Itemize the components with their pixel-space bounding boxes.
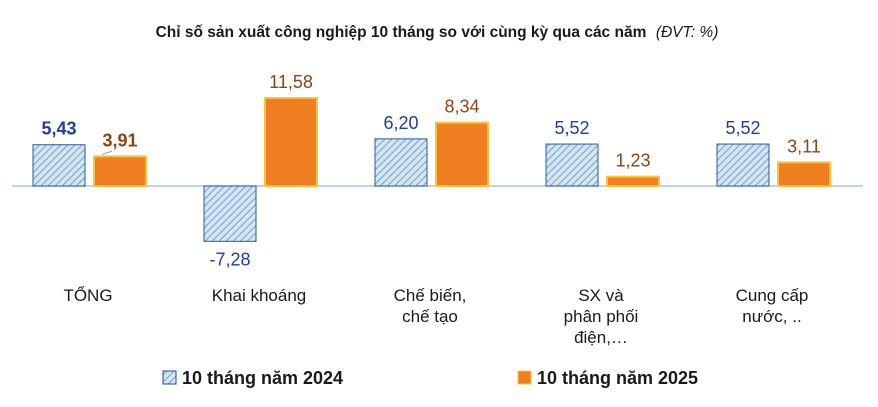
value-label-s1-1: -7,28 (209, 249, 250, 269)
bar-s1-3 (545, 143, 599, 187)
value-label-s1-3: 5,52 (554, 118, 589, 138)
value-label-s1-4: 5,52 (725, 118, 760, 138)
bar-s1-0 (32, 144, 86, 187)
category-label-1: Khai khoáng (212, 286, 307, 305)
value-label-s2-4: 3,11 (787, 136, 821, 156)
legend: 10 tháng năm 2024 10 tháng năm 2025 (162, 368, 698, 388)
value-label-s2-1: 11,58 (269, 72, 313, 92)
legend-label-2025: 10 tháng năm 2025 (537, 368, 698, 388)
bar-s1-1 (203, 185, 257, 242)
value-label-s1-2: 6,20 (383, 113, 418, 133)
bar-group (32, 96, 831, 242)
category-label-4: Cung cấp nước, .. (736, 286, 809, 326)
legend-label-2024: 10 tháng năm 2024 (182, 368, 343, 388)
category-label-0: TỔNG (63, 286, 112, 305)
bar-s2-1 (264, 96, 318, 187)
bar-s1-2 (374, 138, 428, 187)
value-label-s1-0: 5,43 (41, 119, 76, 139)
legend-swatch-2025 (517, 370, 532, 385)
chart-title: Chỉ số sản xuất công nghiệp 10 tháng so … (156, 24, 719, 41)
value-labels: 5,43 3,91 -7,28 11,58 6,20 8,34 5,52 1,23 5,52 3,… (41, 72, 820, 269)
bar-s2-0 (93, 155, 147, 187)
value-label-s2-2: 8,34 (444, 97, 479, 117)
leader-line (101, 150, 113, 155)
category-labels: TỔNG Khai khoáng Chế biến, chế tạo SX và phân… (63, 286, 808, 347)
bar-s1-4 (716, 143, 770, 187)
value-label-s2-0: 3,91 (102, 130, 137, 150)
bar-s2-4 (777, 161, 831, 187)
bar-s2-3 (606, 175, 660, 187)
legend-swatch-2024 (162, 370, 177, 385)
category-label-2: Chế biến, chế tạo (394, 286, 467, 326)
bar-s2-2 (435, 121, 489, 187)
value-label-s2-3: 1,23 (615, 151, 650, 171)
category-label-3: SX và phân phối điện,… (564, 286, 639, 347)
